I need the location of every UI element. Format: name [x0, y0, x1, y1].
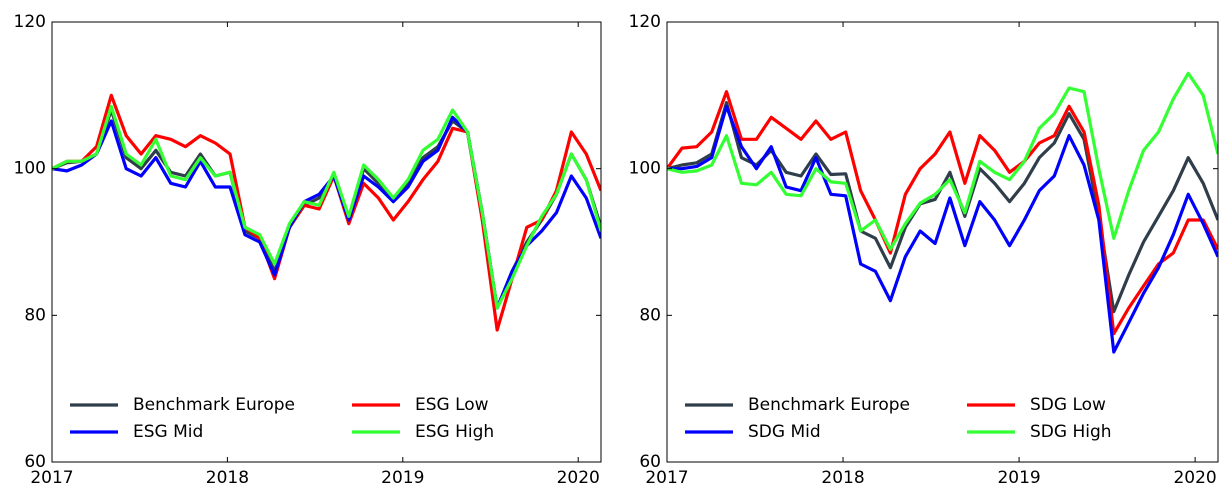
x-tick-label: 2017 [645, 468, 688, 488]
legend-label: SDG Low [1030, 395, 1106, 415]
legend-label: SDG High [1030, 422, 1112, 442]
lines [52, 93, 601, 332]
plot-frame [51, 21, 602, 463]
x-tick-label: 2018 [821, 468, 864, 488]
y-tick-label: 80 [639, 305, 661, 325]
legend-label: ESG Mid [133, 422, 203, 442]
y-tick-label: 100 [14, 159, 46, 179]
chart: 60 80 100 120 2017 2018 2019 2020 Benchmark Euro… [629, 12, 1219, 488]
x-tick-label: 2019 [997, 468, 1040, 488]
x-tick-label: 2020 [557, 468, 600, 488]
x-tick-label: 2017 [30, 468, 73, 488]
y-tick-label: 120 [629, 12, 661, 32]
y-tick-label: 120 [14, 12, 46, 32]
legend-label: Benchmark Europe [133, 395, 295, 415]
chart: 60 80 100 120 2017 2018 2019 2020 Benchmark Euro… [14, 12, 602, 488]
series-line [52, 108, 601, 310]
y-tick-label: 60 [639, 452, 661, 472]
series-line [667, 101, 1218, 314]
y-tick-label: 80 [24, 305, 46, 325]
y-tick-label: 60 [24, 452, 46, 472]
series-line [667, 104, 1218, 354]
plot-frame [666, 21, 1219, 463]
x-tick-label: 2020 [1173, 468, 1216, 488]
y-tick-label: 100 [629, 159, 661, 179]
legend-label: SDG Mid [748, 422, 821, 442]
x-tick-label: 2019 [381, 468, 424, 488]
legend-label: ESG Low [415, 395, 489, 415]
x-tick-label: 2018 [206, 468, 249, 488]
legend-label: Benchmark Europe [748, 395, 910, 415]
series-line [52, 104, 601, 310]
lines [667, 71, 1218, 354]
series-line [667, 71, 1218, 251]
legend: Benchmark Europe SDG Low SDG Mid SDG High [685, 395, 1112, 442]
legend-label: ESG High [415, 422, 494, 442]
series-line [52, 93, 601, 332]
series-line [667, 90, 1218, 336]
legend: Benchmark Europe ESG Low ESG Mid ESG High [70, 395, 494, 442]
